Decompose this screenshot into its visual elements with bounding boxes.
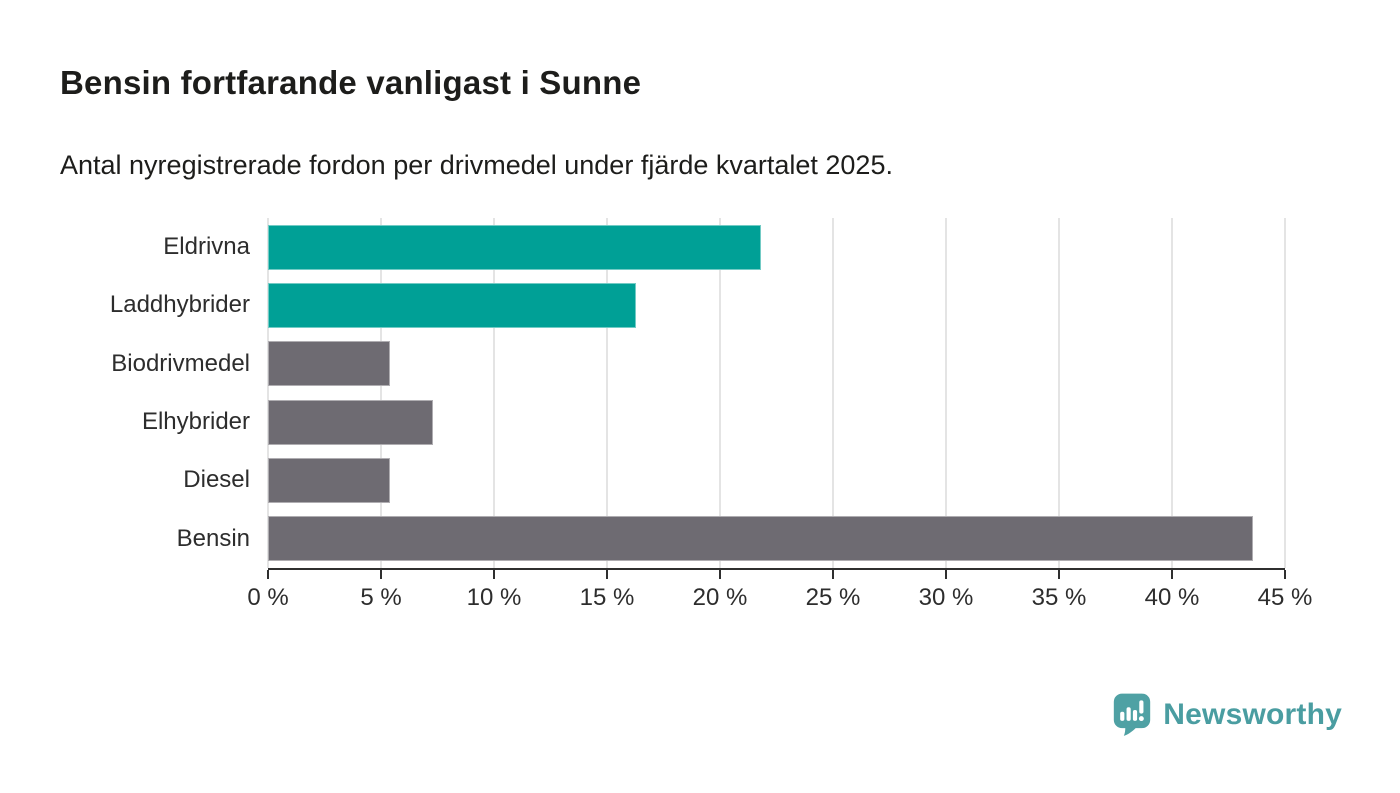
category-label-biodrivmedel: Biodrivmedel: [111, 349, 250, 377]
x-axis-tick: [719, 570, 721, 579]
gridline: [832, 218, 834, 568]
x-axis-tick-label: 20 %: [692, 584, 748, 611]
newsworthy-logo-icon: [1114, 693, 1151, 736]
x-axis-line: [268, 568, 1285, 570]
x-axis-tick-label: 25 %: [805, 584, 861, 611]
gridline: [493, 218, 495, 568]
bar-row: [268, 276, 1285, 334]
bars: [268, 218, 1285, 568]
bar-row: [268, 335, 1285, 393]
x-axis-tick: [493, 570, 495, 579]
bar-bensin: [268, 516, 1254, 562]
gridline: [380, 218, 382, 568]
bar-laddhybrider: [268, 282, 637, 328]
bar-row: [268, 510, 1285, 568]
x-axis-tick-label: 0 %: [247, 584, 289, 611]
gridlines: [267, 218, 1286, 568]
x-axis-tick-label: 45 %: [1257, 584, 1313, 611]
plot-wrap: 0 % 5 % 10 % 15 % 20 % 25 % 30 % 35 % 40 % 45 %: [247, 218, 1312, 618]
bar-biodrivmedel: [268, 341, 391, 387]
gridline: [1171, 218, 1173, 568]
bar-chart: Eldrivna Laddhybrider Biodrivmedel Elhybrid…: [60, 218, 1312, 618]
bar-eldrivna: [268, 224, 761, 270]
x-axis-tick: [606, 570, 608, 579]
gridline: [1058, 218, 1060, 568]
x-axis-tick-label: 15 %: [579, 584, 635, 611]
x-axis-tick-labels: 0 % 5 % 10 % 15 % 20 % 25 % 30 % 35 % 40 % 45 %: [247, 584, 1312, 616]
category-labels: Eldrivna Laddhybrider Biodrivmedel Elhybrid…: [60, 218, 268, 568]
gridline: [267, 218, 269, 568]
bar-diesel: [268, 457, 391, 503]
category-label-bensin: Bensin: [176, 524, 250, 552]
category-label-diesel: Diesel: [183, 466, 250, 494]
x-axis-tick-label: 10 %: [466, 584, 522, 611]
x-axis-tick: [832, 570, 834, 579]
gridline: [1284, 218, 1286, 568]
x-axis-tick-label: 5 %: [360, 584, 402, 611]
category-label-eldrivna: Eldrivna: [163, 233, 250, 261]
x-axis-tick: [1284, 570, 1286, 579]
bar-elhybrider: [268, 399, 433, 445]
gridline: [945, 218, 947, 568]
newsworthy-logo-text: Newsworthy: [1163, 697, 1342, 731]
gridline: [719, 218, 721, 568]
category-label-laddhybrider: Laddhybrider: [109, 291, 250, 319]
bar-row: [268, 451, 1285, 509]
category-label-elhybrider: Elhybrider: [141, 408, 250, 436]
plot-area: [267, 218, 1286, 568]
chart-title: Bensin fortfarande vanligast i Sunne: [60, 64, 642, 101]
x-axis-tick-label: 40 %: [1144, 584, 1200, 611]
x-axis-tick: [1171, 570, 1173, 579]
x-axis-tick: [1058, 570, 1060, 579]
x-axis-tick: [267, 570, 269, 579]
x-axis-tick: [380, 570, 382, 579]
x-axis-tick-label: 35 %: [1031, 584, 1087, 611]
x-axis-tick: [945, 570, 947, 579]
gridline: [606, 218, 608, 568]
newsworthy-logo: Newsworthy: [1112, 691, 1342, 738]
bar-row: [268, 393, 1285, 451]
chart-subtitle: Antal nyregistrerade fordon per drivmede…: [60, 150, 893, 180]
bar-row: [268, 218, 1285, 276]
x-axis-tick-label: 30 %: [918, 584, 974, 611]
x-axis-ticks: [267, 570, 1286, 579]
